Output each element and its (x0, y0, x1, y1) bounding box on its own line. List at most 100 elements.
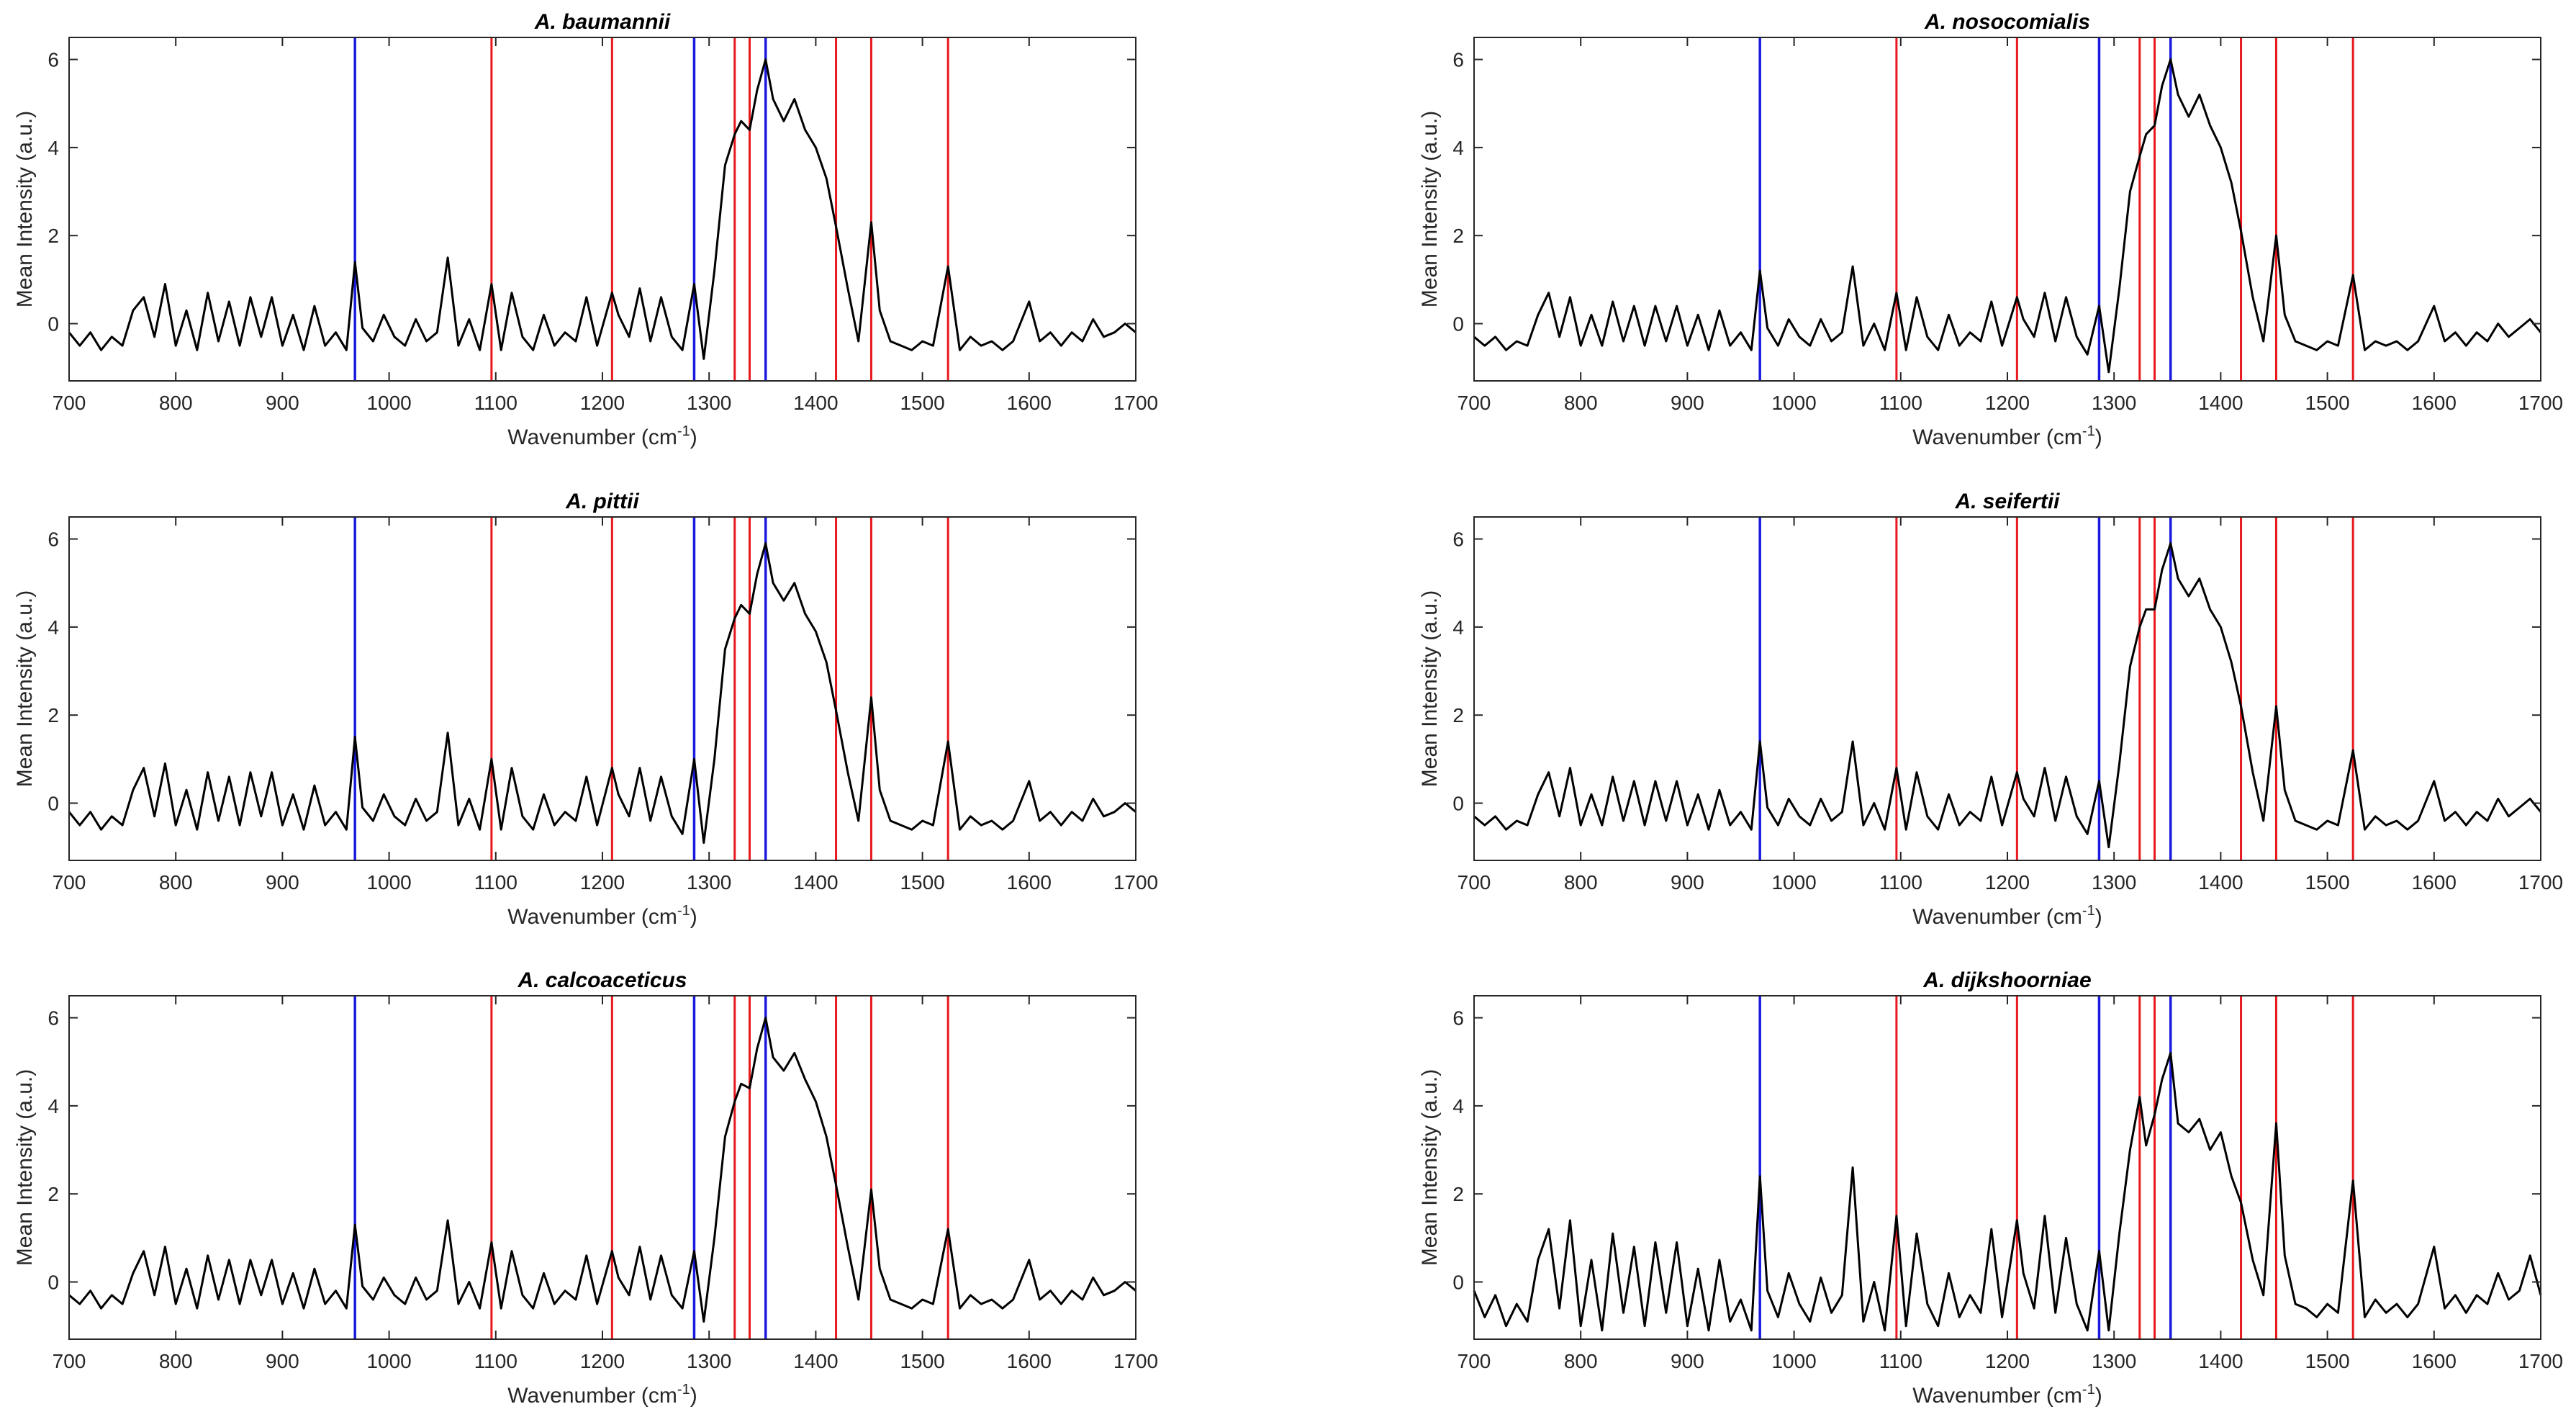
subplot-title: A. baumannii (534, 10, 671, 34)
subplot-title: A. pittii (565, 490, 639, 513)
y-tick-label: 4 (1452, 616, 1464, 639)
y-axis-label: Mean Intensity (a.u.) (13, 590, 37, 787)
x-tick-label: 1500 (900, 871, 944, 894)
y-tick-label: 6 (48, 1007, 59, 1030)
x-tick-label: 1000 (366, 871, 411, 894)
subplot-title: A. seifertii (1954, 490, 2060, 513)
x-tick-label: 800 (1564, 392, 1598, 414)
x-axis-label-superscript: -1 (677, 903, 690, 919)
x-tick-label: 1700 (1113, 392, 1158, 414)
x-axis-label-close: ) (690, 426, 697, 449)
x-tick-label: 800 (159, 871, 193, 894)
x-tick-label: 1300 (2092, 392, 2136, 414)
x-tick-label: 1500 (2305, 871, 2349, 894)
y-tick-label: 2 (48, 1183, 59, 1205)
x-tick-label: 1000 (1771, 1350, 1816, 1372)
x-tick-label: 800 (1564, 1350, 1598, 1372)
x-tick-label: 1500 (2305, 392, 2349, 414)
x-axis-label-superscript: -1 (2082, 1382, 2095, 1398)
y-tick-label: 0 (48, 1272, 59, 1294)
x-tick-label: 1100 (474, 1350, 518, 1372)
x-axis-label-close: ) (2095, 1384, 2102, 1408)
x-tick-label: 1000 (366, 1350, 411, 1372)
spectrum-line (68, 542, 1136, 844)
x-tick-label: 1200 (1985, 392, 2030, 414)
x-tick-label: 1300 (687, 392, 731, 414)
x-tick-label: 1600 (1007, 1350, 1052, 1372)
x-tick-label: 900 (266, 871, 299, 894)
x-axis-label-text: Wavenumber (cm (1912, 905, 2082, 929)
x-tick-label: 1100 (1879, 1350, 1922, 1372)
x-tick-label: 900 (266, 392, 299, 414)
x-axis-label-superscript: -1 (677, 1382, 690, 1398)
y-tick-label: 2 (48, 704, 59, 726)
x-tick-label: 900 (266, 1350, 299, 1372)
y-axis-label: Mean Intensity (a.u.) (1418, 111, 1442, 307)
spectrum-line (1473, 542, 2542, 849)
x-tick-label: 900 (1671, 1350, 1704, 1372)
subplot-2: 700 800 900 1000 1100 1200 1300 1400 1500 1600 170… (1418, 10, 2563, 449)
x-tick-label: 1100 (1879, 871, 1922, 894)
x-tick-label: 1200 (1985, 871, 2030, 894)
x-tick-label: 1600 (2412, 392, 2457, 414)
x-tick-label: 700 (1458, 392, 1491, 414)
x-axis-label-superscript: -1 (2082, 903, 2095, 919)
subplot-title: A. dijkshoorniae (1922, 968, 2091, 992)
x-tick-label: 700 (53, 1350, 86, 1372)
y-tick-label: 6 (1452, 49, 1464, 71)
x-tick-label: 1400 (2198, 392, 2243, 414)
x-tick-label: 800 (1564, 871, 1598, 894)
y-tick-label: 0 (1452, 1272, 1464, 1294)
x-tick-label: 1600 (2412, 871, 2457, 894)
y-tick-label: 4 (1452, 137, 1464, 159)
x-tick-label: 1500 (2305, 1350, 2349, 1372)
x-tick-label: 1000 (1771, 871, 1816, 894)
y-axis-label: Mean Intensity (a.u.) (13, 111, 37, 307)
spectrum-line (1473, 58, 2542, 374)
x-axis-label: Wavenumber (cm-1) (507, 903, 697, 929)
y-tick-label: 6 (1452, 1007, 1464, 1030)
x-tick-label: 1700 (2518, 1350, 2563, 1372)
x-tick-label: 1100 (1879, 392, 1922, 414)
x-tick-label: 1200 (580, 1350, 625, 1372)
x-tick-label: 1300 (687, 871, 731, 894)
x-tick-label: 700 (53, 871, 86, 894)
x-tick-label: 1200 (580, 871, 625, 894)
y-tick-label: 2 (1452, 225, 1464, 247)
spectrum-line (68, 58, 1136, 360)
x-tick-label: 1700 (1113, 1350, 1158, 1372)
x-tick-label: 1600 (2412, 1350, 2457, 1372)
x-tick-label: 1700 (2518, 871, 2563, 894)
x-tick-label: 1100 (474, 871, 518, 894)
x-tick-label: 1700 (2518, 392, 2563, 414)
y-axis-label: Mean Intensity (a.u.) (1418, 1069, 1442, 1266)
y-tick-label: 6 (48, 528, 59, 551)
subplot-4: 700 800 900 1000 1100 1200 1300 1400 1500 1600 170… (1418, 490, 2563, 929)
x-tick-label: 1600 (1007, 392, 1052, 414)
y-tick-label: 0 (48, 313, 59, 336)
subplot-title: A. calcoaceticus (517, 968, 687, 992)
y-tick-label: 0 (1452, 313, 1464, 336)
x-axis-label: Wavenumber (cm-1) (1912, 423, 2102, 449)
x-axis-label-text: Wavenumber (cm (1912, 426, 2082, 449)
y-axis-label: Mean Intensity (a.u.) (13, 1069, 37, 1266)
y-tick-label: 2 (48, 225, 59, 247)
x-tick-label: 1000 (366, 392, 411, 414)
subplot-6: 700 800 900 1000 1100 1200 1300 1400 1500 1600 170… (1418, 968, 2563, 1408)
x-axis-label: Wavenumber (cm-1) (507, 1382, 697, 1408)
x-tick-label: 700 (1458, 1350, 1491, 1372)
x-tick-label: 900 (1671, 392, 1704, 414)
x-tick-label: 700 (1458, 871, 1491, 894)
y-tick-label: 4 (48, 137, 59, 159)
x-tick-label: 1400 (2198, 871, 2243, 894)
y-tick-label: 2 (1452, 704, 1464, 726)
y-tick-label: 0 (1452, 793, 1464, 815)
x-axis-label-text: Wavenumber (cm (507, 905, 677, 929)
y-axis-label: Mean Intensity (a.u.) (1418, 590, 1442, 787)
x-tick-label: 1700 (1113, 871, 1158, 894)
x-tick-label: 800 (159, 392, 193, 414)
x-axis-label-close: ) (690, 905, 697, 929)
x-tick-label: 1300 (2092, 1350, 2136, 1372)
x-tick-label: 700 (53, 392, 86, 414)
